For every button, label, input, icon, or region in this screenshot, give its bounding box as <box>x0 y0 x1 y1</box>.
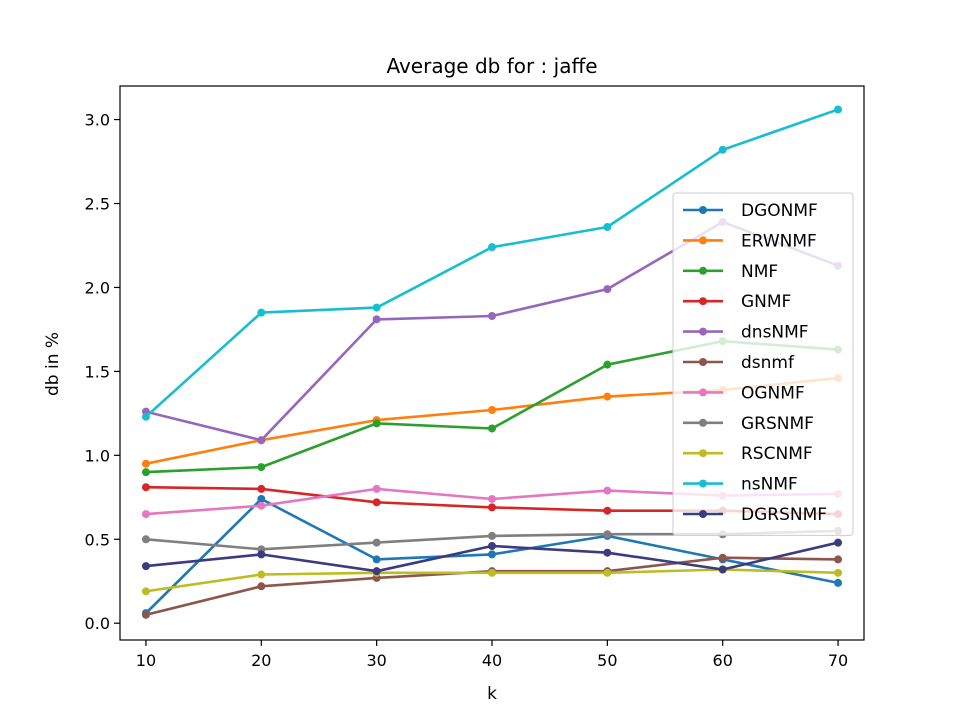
data-point-erwnmf <box>603 392 612 401</box>
y-tick-label: 0.5 <box>85 530 110 549</box>
data-point-dnsnmf <box>603 285 612 294</box>
data-point-dnsnmf <box>257 436 266 445</box>
legend-swatch-marker <box>699 266 707 275</box>
legend-swatch-marker <box>699 206 707 214</box>
data-point-erwnmf <box>141 459 150 468</box>
chart-title: Average db for : jaffe <box>386 54 597 78</box>
x-tick-label: 20 <box>251 651 271 670</box>
data-point-ognmf <box>257 501 266 510</box>
y-tick-label: 1.0 <box>85 446 110 465</box>
data-point-rscnmf <box>257 570 266 579</box>
y-tick-label: 1.5 <box>85 362 110 381</box>
data-point-nsnmf <box>141 412 150 421</box>
data-point-grsnmf <box>603 530 612 539</box>
legend-label: DGONMF <box>741 201 818 221</box>
data-point-nmf <box>372 419 381 428</box>
legend-swatch-marker <box>699 479 707 488</box>
data-point-nmf <box>141 468 150 477</box>
legend-swatch-marker <box>699 418 707 427</box>
legend-label: dnsNMF <box>741 323 809 343</box>
data-point-nsnmf <box>603 223 612 232</box>
legend-swatch-marker <box>699 327 707 336</box>
legend-label: OGNMF <box>741 383 805 403</box>
data-point-grsnmf <box>372 538 381 547</box>
legend-label: ERWNMF <box>741 231 817 251</box>
data-point-grsnmf <box>488 531 496 540</box>
legend-swatch-marker <box>699 297 707 306</box>
data-point-dnsnmf <box>488 311 496 320</box>
data-point-dgrsnmf <box>488 541 496 550</box>
data-point-nmf <box>257 463 266 472</box>
data-point-dsnmf <box>257 582 266 591</box>
x-axis-label: k <box>487 684 497 704</box>
data-point-gnmf <box>488 503 496 512</box>
data-point-gnmf <box>603 506 612 515</box>
data-point-grsnmf <box>141 535 150 544</box>
data-point-nsnmf <box>718 145 727 154</box>
data-point-dgonmf <box>257 494 266 503</box>
legend-label: RSCNMF <box>741 444 813 464</box>
legend-swatch-marker <box>699 449 707 458</box>
legend-swatch-marker <box>699 358 707 366</box>
data-point-rscnmf <box>141 587 150 596</box>
data-point-dgonmf <box>488 550 496 559</box>
data-point-ognmf <box>603 486 612 495</box>
data-point-dnsnmf <box>372 315 381 324</box>
legend-swatch-marker <box>699 236 707 245</box>
data-point-ognmf <box>488 494 496 503</box>
x-tick-label: 30 <box>366 651 386 670</box>
data-point-nmf <box>488 424 496 433</box>
data-point-dsnmf <box>718 553 727 562</box>
legend-label: GRSNMF <box>741 414 814 434</box>
legend-label: DGRSNMF <box>741 505 827 525</box>
data-point-gnmf <box>372 498 381 507</box>
data-point-gnmf <box>141 483 150 492</box>
data-point-nsnmf <box>488 243 496 252</box>
data-point-dgrsnmf <box>257 550 266 559</box>
legend-swatch-marker <box>699 510 707 518</box>
x-tick-label: 60 <box>713 651 733 670</box>
data-point-nsnmf <box>257 308 266 317</box>
x-tick-label: 70 <box>828 651 848 670</box>
data-point-gnmf <box>257 484 266 493</box>
data-point-dgrsnmf <box>603 548 612 557</box>
data-point-dgrsnmf <box>372 567 381 576</box>
data-point-dgonmf <box>372 555 381 564</box>
data-point-rscnmf <box>488 568 496 577</box>
legend: DGONMF ERWNMF NMF GNMF dnsNMF dsnmf OGNMF GRSNM… <box>672 192 854 536</box>
legend-label: NMF <box>741 262 778 282</box>
y-tick-label: 3.0 <box>85 111 110 130</box>
y-tick-label: 2.5 <box>85 195 110 214</box>
legend-label: nsNMF <box>741 475 798 495</box>
data-point-erwnmf <box>488 406 496 415</box>
legend-box <box>672 192 854 536</box>
data-point-dgrsnmf <box>834 538 843 547</box>
y-axis-label: db in % <box>43 332 63 396</box>
legend-label: GNMF <box>741 292 791 312</box>
legend-swatch-marker <box>699 388 707 397</box>
data-point-rscnmf <box>603 568 612 577</box>
data-point-dgrsnmf <box>718 565 727 574</box>
data-point-ognmf <box>372 484 381 493</box>
x-tick-label: 50 <box>597 651 617 670</box>
data-point-dgonmf <box>834 578 843 587</box>
data-point-rscnmf <box>834 568 843 577</box>
data-point-dsnmf <box>141 610 150 619</box>
data-point-nsnmf <box>372 303 381 312</box>
data-point-nsnmf <box>834 105 843 114</box>
data-point-dgrsnmf <box>141 562 150 571</box>
data-point-nmf <box>603 360 612 369</box>
legend-label: dsnmf <box>741 353 795 373</box>
x-tick-label: 40 <box>482 651 502 670</box>
x-tick-label: 10 <box>136 651 156 670</box>
y-tick-label: 0.0 <box>85 614 110 633</box>
y-tick-label: 2.0 <box>85 278 110 297</box>
data-point-ognmf <box>141 510 150 519</box>
data-point-dsnmf <box>834 555 843 564</box>
